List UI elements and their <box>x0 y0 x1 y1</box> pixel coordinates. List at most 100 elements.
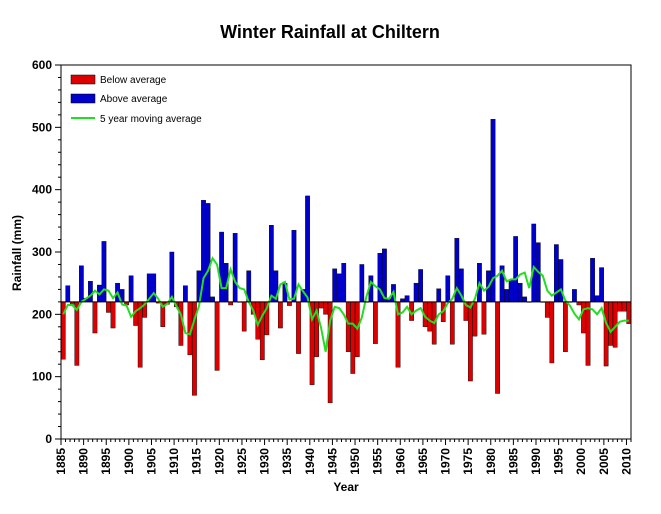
legend-label-above-average: Above average <box>100 94 168 105</box>
y-tick-label-0: 0 <box>45 432 52 446</box>
x-tick-label-1965: 1965 <box>416 448 430 475</box>
bar-1923 <box>232 233 238 303</box>
x-tick-label-2000: 2000 <box>574 448 588 475</box>
bar-1935 <box>287 301 292 306</box>
bar-2008 <box>617 301 623 312</box>
bar-1993 <box>549 301 555 364</box>
legend-label-moving-average: 5 year moving average <box>100 114 202 125</box>
bar-1925 <box>241 301 247 332</box>
bar-1917 <box>205 203 211 303</box>
x-tick-label-2005: 2005 <box>597 448 611 475</box>
bar-1966 <box>427 301 433 332</box>
x-tick-label-2010: 2010 <box>619 448 633 475</box>
bar-2005 <box>603 301 609 367</box>
chart-title: Winter Rainfall at Chiltern <box>220 22 440 42</box>
bar-1996 <box>563 301 568 352</box>
x-tick-label-1910: 1910 <box>167 448 181 475</box>
bar-1905 <box>151 273 157 303</box>
bar-1920 <box>219 231 224 303</box>
bar-1948 <box>345 301 351 352</box>
moving-average-line <box>62 256 629 352</box>
bar-1989 <box>531 223 537 303</box>
bar-1919 <box>214 301 220 371</box>
x-tick-label-1995: 1995 <box>552 448 566 475</box>
y-tick-label-500: 500 <box>32 120 52 134</box>
bar-1998 <box>572 289 577 303</box>
x-tick-label-1915: 1915 <box>190 448 204 475</box>
bar-1983 <box>504 289 509 303</box>
bar-1984 <box>508 279 514 303</box>
bar-1918 <box>210 296 215 303</box>
x-tick-label-1900: 1900 <box>122 448 136 475</box>
x-tick-label-1945: 1945 <box>325 448 339 475</box>
y-axis: 0 100 200 300 400 500 600 <box>32 58 61 446</box>
bar-1976 <box>472 301 478 337</box>
legend: Below average Above average 5 year movin… <box>70 74 202 125</box>
x-tick-label-1920: 1920 <box>212 448 226 475</box>
bar-1889 <box>78 265 84 303</box>
bar-1929 <box>259 301 265 361</box>
bar-1961 <box>404 295 410 303</box>
bar-1892 <box>92 301 98 334</box>
bar-1943 <box>323 301 329 315</box>
bar-1902 <box>137 301 143 368</box>
y-tick-label-200: 200 <box>32 307 52 321</box>
bar-1946 <box>336 273 342 303</box>
x-tick-label-1970: 1970 <box>439 448 453 475</box>
x-tick-label-1890: 1890 <box>77 448 91 475</box>
bar-1992 <box>544 301 550 318</box>
bar-1912 <box>183 285 188 303</box>
bar-1980 <box>490 119 496 303</box>
bar-1895 <box>106 301 111 313</box>
bar-1975 <box>468 301 473 382</box>
bar-1978 <box>481 301 487 335</box>
bar-1931 <box>269 224 274 303</box>
x-tick-label-1985: 1985 <box>506 448 520 475</box>
x-tick-label-1950: 1950 <box>348 448 362 475</box>
bar-2004 <box>599 267 604 303</box>
bar-2009 <box>621 301 627 312</box>
bar-1964 <box>418 269 424 303</box>
bar-1951 <box>359 264 365 303</box>
bar-1896 <box>110 301 116 329</box>
x-tick-label-1960: 1960 <box>393 448 407 475</box>
bar-1985 <box>513 236 518 303</box>
x-axis: 1885 1890 1895 1900 1905 1910 1915 1920 1925 1930… <box>54 439 633 475</box>
legend-swatch-below-average <box>70 74 96 85</box>
y-axis-label: Rainfall (mm) <box>10 215 24 291</box>
legend-swatch-above-average <box>70 93 96 104</box>
bar-1955 <box>377 253 383 303</box>
x-tick-label-1895: 1895 <box>99 448 113 475</box>
bar-1947 <box>341 263 347 303</box>
bar-1894 <box>101 241 107 303</box>
x-axis-label: Year <box>333 480 359 494</box>
bar-1939 <box>305 195 310 303</box>
bar-2003 <box>594 295 600 303</box>
bar-1963 <box>413 282 419 303</box>
y-tick-label-100: 100 <box>32 370 52 384</box>
x-tick-label-1980: 1980 <box>484 448 498 475</box>
bar-2001 <box>585 301 591 366</box>
bar-1933 <box>278 301 283 329</box>
x-tick-label-1885: 1885 <box>54 448 68 475</box>
x-tick-label-1905: 1905 <box>144 448 158 475</box>
bar-1971 <box>449 301 455 345</box>
x-tick-label-1925: 1925 <box>235 448 249 475</box>
bar-1900 <box>128 275 134 303</box>
x-tick-label-1935: 1935 <box>280 448 294 475</box>
bar-1986 <box>517 282 523 303</box>
y-tick-label-600: 600 <box>32 58 52 72</box>
x-tick-label-1930: 1930 <box>258 448 272 475</box>
bar-1909 <box>169 251 175 303</box>
bar-1954 <box>373 301 378 344</box>
legend-label-below-average: Below average <box>100 75 167 86</box>
bar-1949 <box>350 301 356 374</box>
x-tick-label-1940: 1940 <box>303 448 317 475</box>
y-tick-label-400: 400 <box>32 183 52 197</box>
bar-1942 <box>318 301 324 309</box>
bar-2000 <box>581 301 586 334</box>
bar-1937 <box>296 301 301 354</box>
bar-2006 <box>608 301 613 346</box>
x-tick-label-1955: 1955 <box>371 448 385 475</box>
